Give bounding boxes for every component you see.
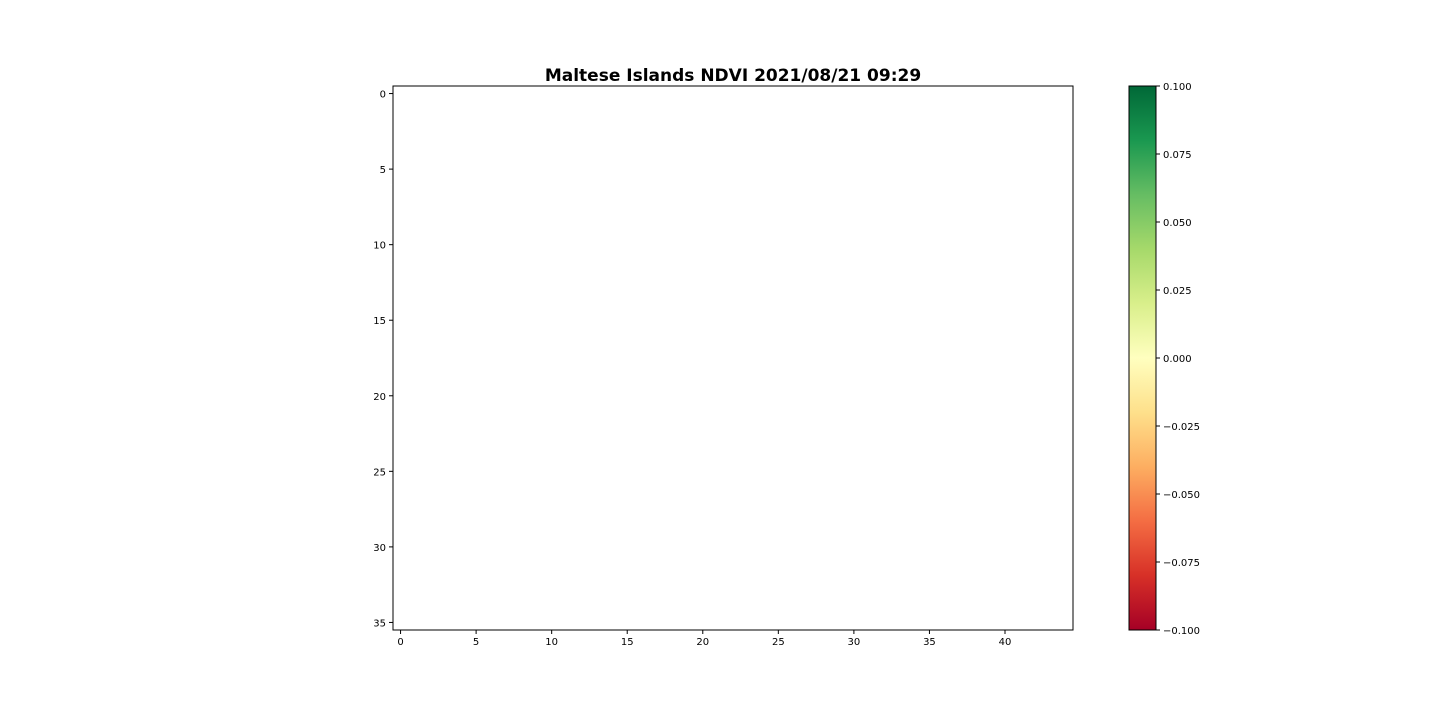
colorbar-tick-label: 0.100 — [1163, 82, 1192, 93]
y-tick-label: 0 — [380, 90, 386, 101]
x-tick-label: 15 — [621, 637, 634, 648]
x-tick-label: 40 — [999, 637, 1012, 648]
colorbar-tick-label: −0.050 — [1163, 490, 1200, 501]
colorbar-axis: 0.100 0.075 0.050 0.025 0.000 −0.025 −0.050 −0.… — [1156, 82, 1200, 637]
y-tick-label: 10 — [373, 241, 386, 252]
y-tick-label: 30 — [373, 543, 386, 554]
y-tick-label: 20 — [373, 392, 386, 403]
chart-title: Maltese Islands NDVI 2021/08/21 09:29 — [545, 66, 921, 86]
x-tick-label: 5 — [473, 637, 479, 648]
colorbar-tick-label: −0.100 — [1163, 626, 1200, 637]
colorbar — [1128, 85, 1157, 631]
plot-area — [392, 85, 1074, 631]
x-tick-label: 20 — [696, 637, 709, 648]
x-tick-label: 25 — [772, 637, 785, 648]
y-tick-label: 15 — [373, 316, 386, 327]
colorbar-tick-label: 0.075 — [1163, 150, 1192, 161]
colorbar-tick-label: 0.025 — [1163, 286, 1192, 297]
x-axis: 0 5 10 15 20 25 30 35 40 — [397, 630, 1011, 648]
y-tick-label: 25 — [373, 467, 386, 478]
y-axis: 0 5 10 15 20 25 30 35 — [373, 90, 393, 629]
x-tick-label: 10 — [545, 637, 558, 648]
x-tick-label: 35 — [923, 637, 936, 648]
colorbar-tick-label: −0.075 — [1163, 558, 1200, 569]
colorbar-tick-label: 0.000 — [1163, 354, 1192, 365]
x-tick-label: 0 — [397, 637, 403, 648]
colorbar-tick-label: −0.025 — [1163, 422, 1200, 433]
x-tick-label: 30 — [848, 637, 861, 648]
y-tick-label: 5 — [380, 165, 386, 176]
colorbar-tick-label: 0.050 — [1163, 218, 1192, 229]
y-tick-label: 35 — [373, 618, 386, 629]
